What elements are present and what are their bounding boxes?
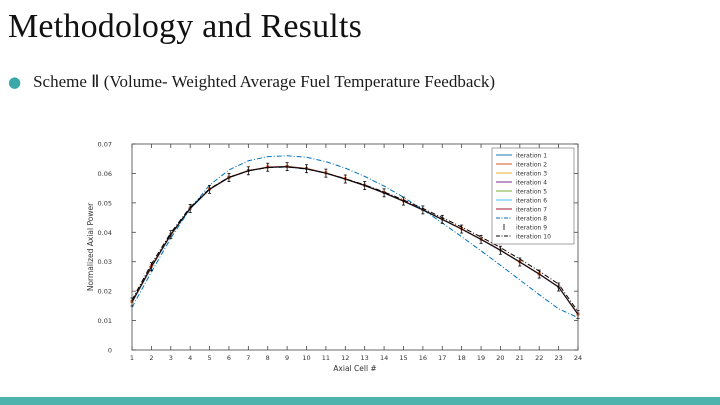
- x-tick-label: 24: [574, 354, 582, 362]
- x-tick-label: 18: [458, 354, 466, 362]
- x-tick-label: 22: [535, 354, 543, 362]
- x-tick-label: 5: [207, 354, 211, 362]
- x-tick-label: 2: [149, 354, 153, 362]
- plot-area: [130, 155, 580, 319]
- legend-box: [491, 147, 575, 245]
- plot-frame: [131, 143, 579, 351]
- series-line-10: [131, 166, 579, 313]
- slide-title: Methodology and Results: [8, 8, 363, 45]
- x-tick-label: 4: [188, 354, 192, 362]
- x-tick-label: 16: [419, 354, 427, 362]
- x-tick-label: 11: [322, 354, 330, 362]
- y-tick-label: 0.07: [98, 141, 112, 149]
- x-tick-label: 13: [361, 354, 369, 362]
- axes: 1 2 3 4 5 6 7 8 9 10 11 12 13 14 15 16 17 18 19 20 21 22 23 240…: [86, 141, 582, 374]
- y-tick-label: 0.01: [98, 317, 112, 325]
- chart-container: 1 2 3 4 5 6 7 8 9 10 11 12 13 14 15 16 17 18 19 20 21 22 23 24 0…: [84, 140, 588, 380]
- legend-label: iteration 7: [516, 206, 547, 213]
- x-tick-label: 9: [285, 354, 289, 362]
- series-line-8: [131, 155, 579, 319]
- bullet-icon: ●: [8, 73, 22, 91]
- legend: iteration 1 iteration 2 iteration 3 iterati…: [491, 147, 575, 245]
- y-tick-label: 0.05: [98, 199, 112, 207]
- x-tick-label: 15: [399, 354, 407, 362]
- x-tick-label: 3: [169, 354, 173, 362]
- x-tick-label: 1: [130, 354, 134, 362]
- y-tick-label: 0.06: [98, 170, 112, 178]
- y-tick-label: 0.04: [98, 229, 112, 237]
- bottom-accent-bar: [0, 397, 720, 405]
- legend-label: iteration 1: [516, 152, 547, 159]
- x-tick-label: 6: [227, 354, 231, 362]
- legend-label: iteration 3: [516, 170, 547, 177]
- bullet-text: Scheme Ⅱ (Volume- Weighted Average Fuel …: [33, 72, 496, 91]
- x-tick-label: 19: [477, 354, 485, 362]
- x-tick-label: 12: [341, 354, 349, 362]
- y-axis-label: Normalized Axial Power: [86, 202, 95, 291]
- x-tick-label: 14: [380, 354, 388, 362]
- legend-label: iteration 10: [516, 233, 551, 240]
- x-tick-label: 21: [516, 354, 524, 362]
- y-tick-label: 0.02: [98, 288, 112, 296]
- x-tick-label: 17: [438, 354, 446, 362]
- legend-label: iteration 5: [516, 188, 547, 195]
- x-tick-label: 23: [554, 354, 562, 362]
- legend-label: iteration 8: [516, 215, 547, 222]
- x-tick-label: 10: [302, 354, 310, 362]
- legend-label: iteration 2: [516, 161, 547, 168]
- legend-label: iteration 6: [516, 197, 547, 204]
- legend-label: iteration 9: [516, 224, 547, 231]
- x-tick-label: 20: [496, 354, 504, 362]
- y-tick-label: 0: [108, 347, 112, 355]
- axial-power-chart: 1 2 3 4 5 6 7 8 9 10 11 12 13 14 15 16 17 18 19 20 21 22 23 240…: [86, 141, 582, 374]
- y-tick-label: 0.03: [98, 258, 112, 266]
- x-tick-label: 8: [266, 354, 270, 362]
- x-axis-label: Axial Cell #: [333, 364, 376, 373]
- x-tick-label: 7: [246, 354, 250, 362]
- bullet-item: ● Scheme Ⅱ (Volume- Weighted Average Fue…: [8, 72, 495, 92]
- legend-label: iteration 4: [516, 179, 547, 186]
